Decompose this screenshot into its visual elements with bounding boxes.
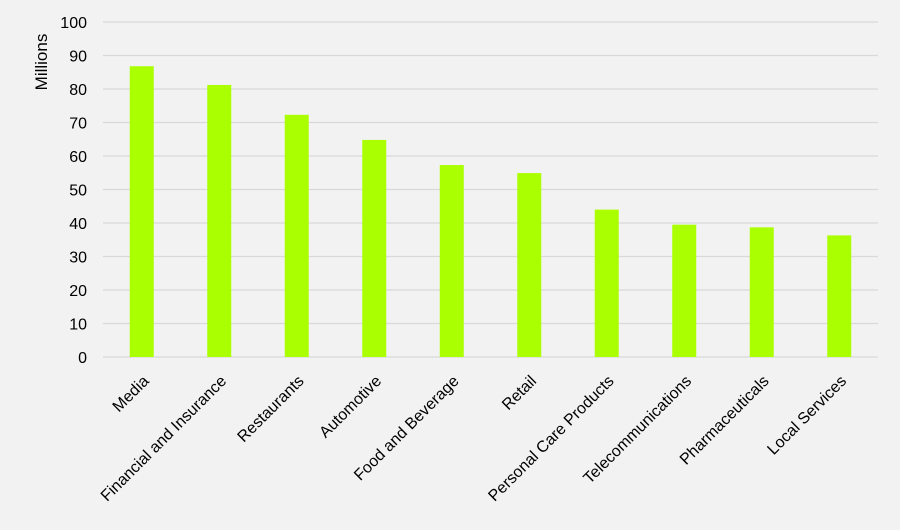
y-axis-ticks: 0 10 20 30 40 50 60 70 80 90 100 xyxy=(60,15,87,367)
bar-local-services xyxy=(827,235,852,357)
bar-restaurants xyxy=(284,114,309,357)
x-category-label: Local Services xyxy=(764,373,850,459)
bar-pharmaceuticals xyxy=(749,227,774,357)
y-tick-label: 20 xyxy=(69,283,87,300)
bar-financial-and-insurance xyxy=(207,84,232,357)
bars xyxy=(129,66,852,357)
y-axis-title: Millions xyxy=(32,34,51,91)
y-tick-label: 100 xyxy=(60,15,87,32)
bar-automotive xyxy=(362,139,387,357)
y-tick-label: 70 xyxy=(69,116,87,133)
y-tick-label: 80 xyxy=(69,82,87,99)
bar-food-and-beverage xyxy=(439,165,464,357)
x-category-label: Retail xyxy=(499,373,540,414)
x-category-label: Media xyxy=(110,373,153,416)
bar-telecommunications xyxy=(672,224,697,357)
y-tick-label: 0 xyxy=(78,350,87,367)
gridlines xyxy=(103,21,878,358)
bar-retail xyxy=(517,173,542,357)
y-tick-label: 50 xyxy=(69,183,87,200)
x-category-label: Restaurants xyxy=(235,373,308,446)
y-tick-label: 10 xyxy=(69,317,87,334)
y-tick-label: 90 xyxy=(69,49,87,66)
y-tick-label: 40 xyxy=(69,216,87,233)
bar-media xyxy=(129,66,154,357)
x-category-label: Personal Care Products xyxy=(485,373,617,505)
y-tick-label: 30 xyxy=(69,250,87,267)
bar-personal-care-products xyxy=(594,209,619,357)
x-category-label: Financial and Insurance xyxy=(98,373,230,505)
x-category-label: Automotive xyxy=(316,373,385,442)
y-tick-label: 60 xyxy=(69,149,87,166)
